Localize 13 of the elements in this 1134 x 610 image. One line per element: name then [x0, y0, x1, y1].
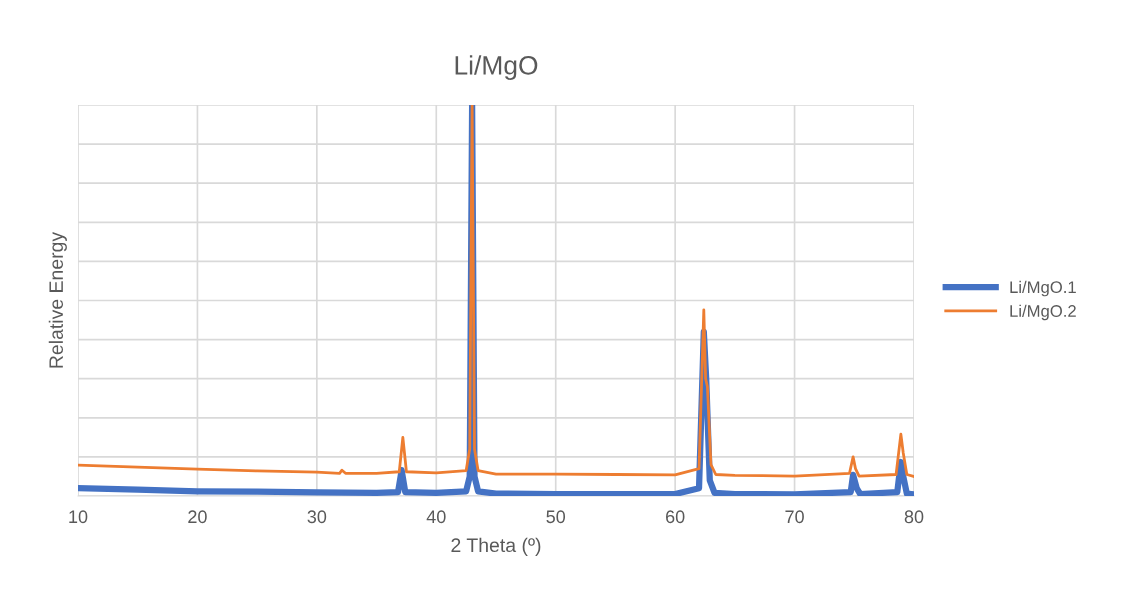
- x-tick-label: 60: [666, 510, 685, 524]
- chart-title: Li/MgO: [455, 55, 538, 80]
- x-axis-title: 2 Theta (º): [451, 537, 541, 556]
- x-tick-label: 20: [188, 510, 207, 524]
- x-tick-label: 40: [426, 510, 446, 524]
- y-axis-title: Relative Energy: [48, 231, 67, 368]
- x-tick-label: 70: [785, 510, 804, 524]
- x-tick-label: 50: [546, 510, 566, 524]
- x-tick-label: 80: [904, 510, 924, 524]
- x-tick-label: 30: [307, 510, 327, 524]
- legend-label: Li/MgO.2: [1010, 304, 1076, 321]
- legend-label: Li/MgO.1: [1010, 280, 1076, 297]
- x-tick-label: 10: [69, 510, 88, 524]
